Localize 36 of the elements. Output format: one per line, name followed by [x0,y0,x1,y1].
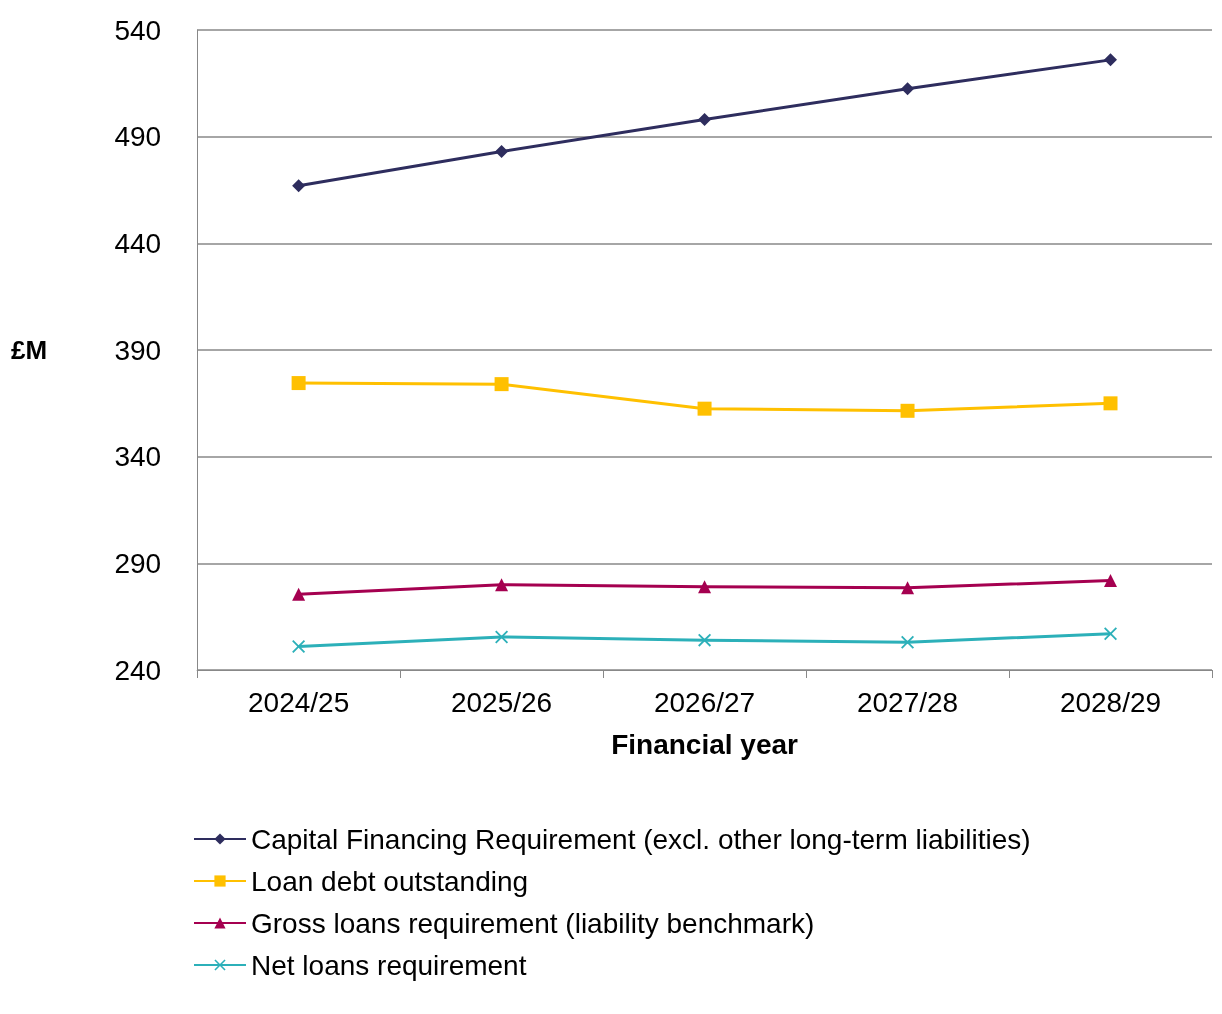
y-tick-label: 540 [114,14,162,46]
y-tick-label: 340 [114,441,162,473]
y-tick-label: 240 [114,654,162,686]
point [292,179,306,193]
point [494,377,509,392]
y-tick-label: 440 [114,227,162,259]
legend-label: Capital Financing Requirement (excl. other long-term liabilities) [251,823,1031,855]
x-tick-label: 2024/25 [248,686,350,718]
point [292,640,306,654]
x-tick-label: 2026/27 [653,686,756,718]
point [291,376,306,391]
x-tick-label: 2028/29 [1059,686,1162,718]
x-tick-label: 2025/26 [450,686,553,718]
point [697,401,712,416]
x-axis-title: Financial year [611,728,799,760]
point [1104,573,1118,587]
point [1104,627,1118,641]
point [698,580,712,594]
x-tick-label: 2027/28 [856,686,959,718]
y-tick-label: 390 [114,334,162,366]
point [1104,53,1118,67]
point [1103,396,1118,411]
point [495,145,509,159]
point [698,113,712,127]
point [495,578,509,592]
legend-label: Gross loans requirement (liability benchmark) [251,907,815,939]
y-tick-label: 290 [114,547,162,579]
y-tick-label: 490 [114,121,162,153]
y-axis-title: £M [10,335,48,365]
point [901,581,915,595]
legend-label: Loan debt outstanding [251,865,529,897]
point [901,635,915,649]
legend-label: Net loans requirement [251,949,527,981]
point [292,587,306,601]
point [900,403,915,418]
point [901,82,915,96]
